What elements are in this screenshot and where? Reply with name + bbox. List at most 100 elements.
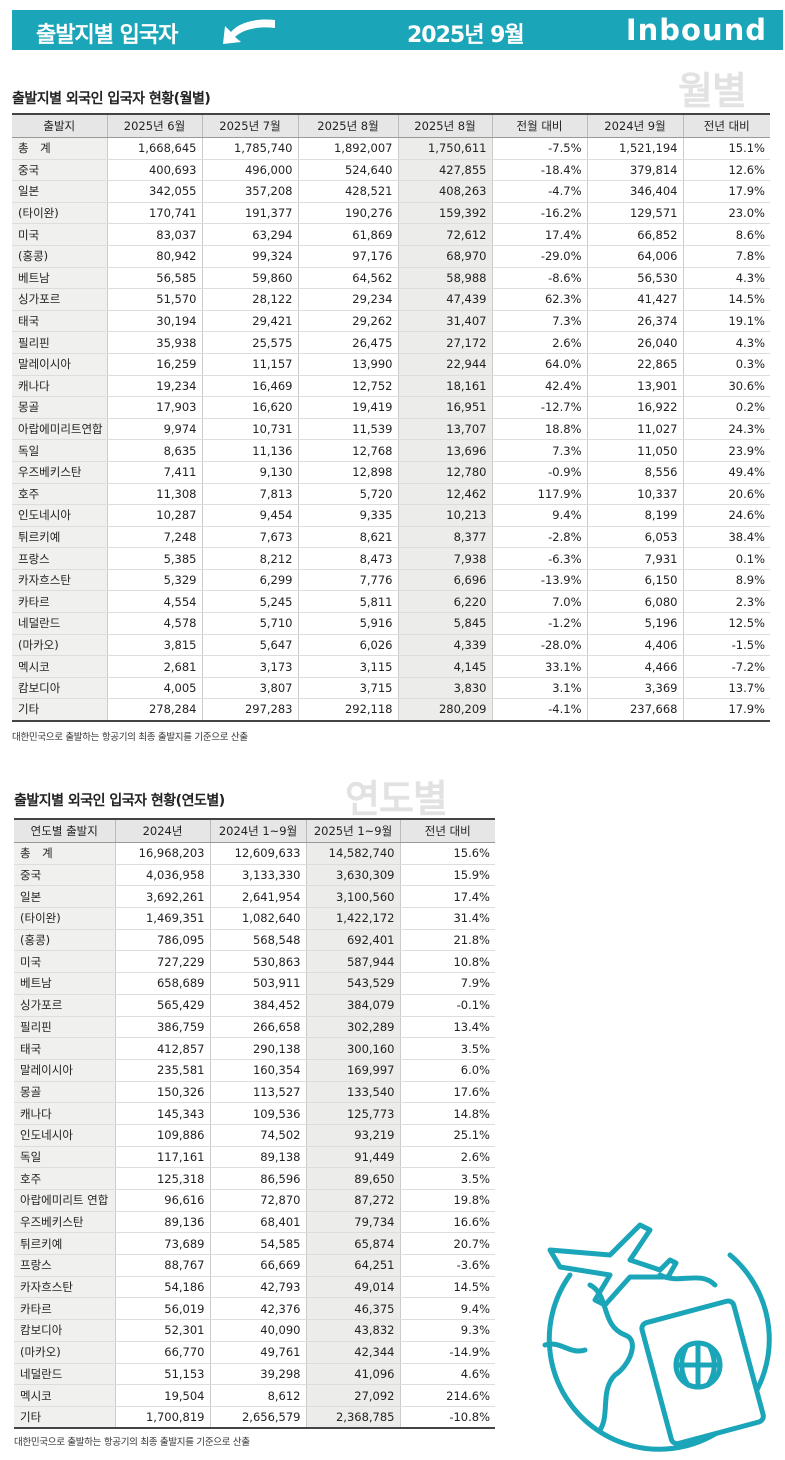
cell: 91,449 <box>305 1146 400 1169</box>
row-label: 중국 <box>14 864 115 887</box>
column-header: 2024년 1~9월 <box>209 819 306 843</box>
cell: 9.3% <box>399 1319 495 1342</box>
row-label: 네덜란드 <box>14 1363 115 1386</box>
cell: 7.9% <box>399 972 495 995</box>
cell: 8,612 <box>209 1384 306 1407</box>
table-row: 프랑스 5,385 8,212 8,473 7,938 -6.3% 7,931 0.1% <box>12 547 770 570</box>
table-row: 필리핀 35,938 25,575 26,475 27,172 2.6% 26,040 4.3… <box>12 331 770 354</box>
table-row: 기타 1,700,819 2,656,579 2,368,785 -10.8% <box>14 1406 495 1429</box>
cell: 384,079 <box>305 994 400 1017</box>
cell: 7,776 <box>297 569 398 592</box>
row-label: (마카오) <box>12 634 107 657</box>
cell: 117,161 <box>114 1146 210 1169</box>
cell: -29.0% <box>491 245 587 268</box>
cell: 58,988 <box>397 267 492 290</box>
cell: 6,026 <box>297 634 398 657</box>
cell: 30,194 <box>106 310 202 333</box>
row-label: 인도네시아 <box>12 504 107 527</box>
table-row: 독일 117,161 89,138 91,449 2.6% <box>14 1146 495 1169</box>
table-row: 필리핀 386,759 266,658 302,289 13.4% <box>14 1016 495 1039</box>
cell: 568,548 <box>209 929 306 952</box>
cell: 11,050 <box>586 439 683 462</box>
cell: 66,770 <box>114 1341 210 1364</box>
cell: 1,521,194 <box>586 137 683 160</box>
column-header: 2025년 1~9월 <box>305 819 400 843</box>
cell: 73,689 <box>114 1232 210 1256</box>
cell: 14.5% <box>399 1276 495 1299</box>
table-row: (타이완) 1,469,351 1,082,640 1,422,172 31.4% <box>14 907 495 930</box>
cell: 41,096 <box>305 1363 400 1386</box>
cell: 524,640 <box>297 159 398 182</box>
row-label: 튀르키예 <box>12 526 107 549</box>
cell: 5,710 <box>201 612 298 635</box>
row-label: (타이완) <box>12 202 107 225</box>
cell: 11,157 <box>201 353 298 376</box>
cell: 786,095 <box>114 929 210 952</box>
cell: 109,886 <box>114 1124 210 1147</box>
cell: -4.1% <box>491 698 587 722</box>
row-label: 우즈베키스탄 <box>12 461 107 484</box>
cell: 9,454 <box>201 504 298 527</box>
cell: 19.8% <box>399 1189 495 1212</box>
cell: 54,585 <box>209 1232 306 1256</box>
cell: 10,213 <box>397 504 492 527</box>
cell: 6,080 <box>586 590 683 614</box>
cell: 4.3% <box>682 267 770 290</box>
table-row: 네덜란드 51,153 39,298 41,096 4.6% <box>14 1363 495 1386</box>
cell: 59,860 <box>201 267 298 290</box>
cell: 17.4% <box>399 885 495 909</box>
cell: 4,406 <box>586 634 683 657</box>
table-row: 카자흐스탄 5,329 6,299 7,776 6,696 -13.9% 6,150 8.9% <box>12 569 770 592</box>
cell: 235,581 <box>114 1059 210 1082</box>
footnote: 대한민국으로 출발하는 항공기의 최종 출발지를 기준으로 산출 <box>12 732 248 743</box>
cell: 4,466 <box>586 655 683 678</box>
cell: -28.0% <box>491 634 587 657</box>
cell: 17,903 <box>106 396 202 419</box>
cell: 27,092 <box>305 1384 400 1407</box>
cell: 14,582,740 <box>305 842 400 865</box>
cell: 31,407 <box>397 310 492 333</box>
cell: 1,750,611 <box>397 137 492 160</box>
row-label: 네덜란드 <box>12 612 107 635</box>
cell: 30.6% <box>682 375 770 398</box>
column-header: 2024년 <box>114 819 210 843</box>
cell: 29,421 <box>201 310 298 333</box>
row-label: 카자흐스탄 <box>14 1276 115 1299</box>
cell: 61,869 <box>297 223 398 246</box>
cell: 6,053 <box>586 526 683 549</box>
table-row: 아랍에미리트연합 9,974 10,731 11,539 13,707 18.8% 11,0… <box>12 418 770 441</box>
cell: 8.6% <box>682 223 770 246</box>
cell: -14.9% <box>399 1341 495 1364</box>
header-date: 2025년 9월 <box>407 23 525 48</box>
cell: 9,335 <box>297 504 398 527</box>
cell: 24.3% <box>682 418 770 441</box>
cell: 6,299 <box>201 569 298 592</box>
cell: 384,452 <box>209 994 306 1017</box>
cell: -2.8% <box>491 526 587 549</box>
column-header: 전년 대비 <box>682 114 770 138</box>
table-row: 우즈베키스탄 89,136 68,401 79,734 16.6% <box>14 1211 495 1234</box>
cell: 3.5% <box>399 1167 495 1190</box>
table-row: 호주 125,318 86,596 89,650 3.5% <box>14 1167 495 1190</box>
cell: 357,208 <box>201 180 298 203</box>
row-label: 아랍에미리트연합 <box>12 418 107 441</box>
cell: 237,668 <box>586 698 683 722</box>
row-label: 멕시코 <box>12 655 107 678</box>
cell: 1,469,351 <box>114 907 210 930</box>
row-label: (홍콩) <box>14 929 115 952</box>
cell: 11,027 <box>586 418 683 441</box>
cell: 214.6% <box>399 1384 495 1407</box>
table-row: (타이완) 170,741 191,377 190,276 159,392 -16.2% 1… <box>12 202 770 225</box>
cell: 2.6% <box>491 331 587 354</box>
cell: 0.3% <box>682 353 770 376</box>
column-header: 2024년 9월 <box>586 114 683 138</box>
table-row: 일본 3,692,261 2,641,954 3,100,560 17.4% <box>14 885 495 909</box>
cell: 26,374 <box>586 310 683 333</box>
cell: 68,401 <box>209 1211 306 1234</box>
cell: 5,845 <box>397 612 492 635</box>
cell: 64.0% <box>491 353 587 376</box>
cell: 17.9% <box>682 698 770 722</box>
cell: 22,944 <box>397 353 492 376</box>
cell: 8,212 <box>201 547 298 570</box>
cell: 587,944 <box>305 950 400 974</box>
